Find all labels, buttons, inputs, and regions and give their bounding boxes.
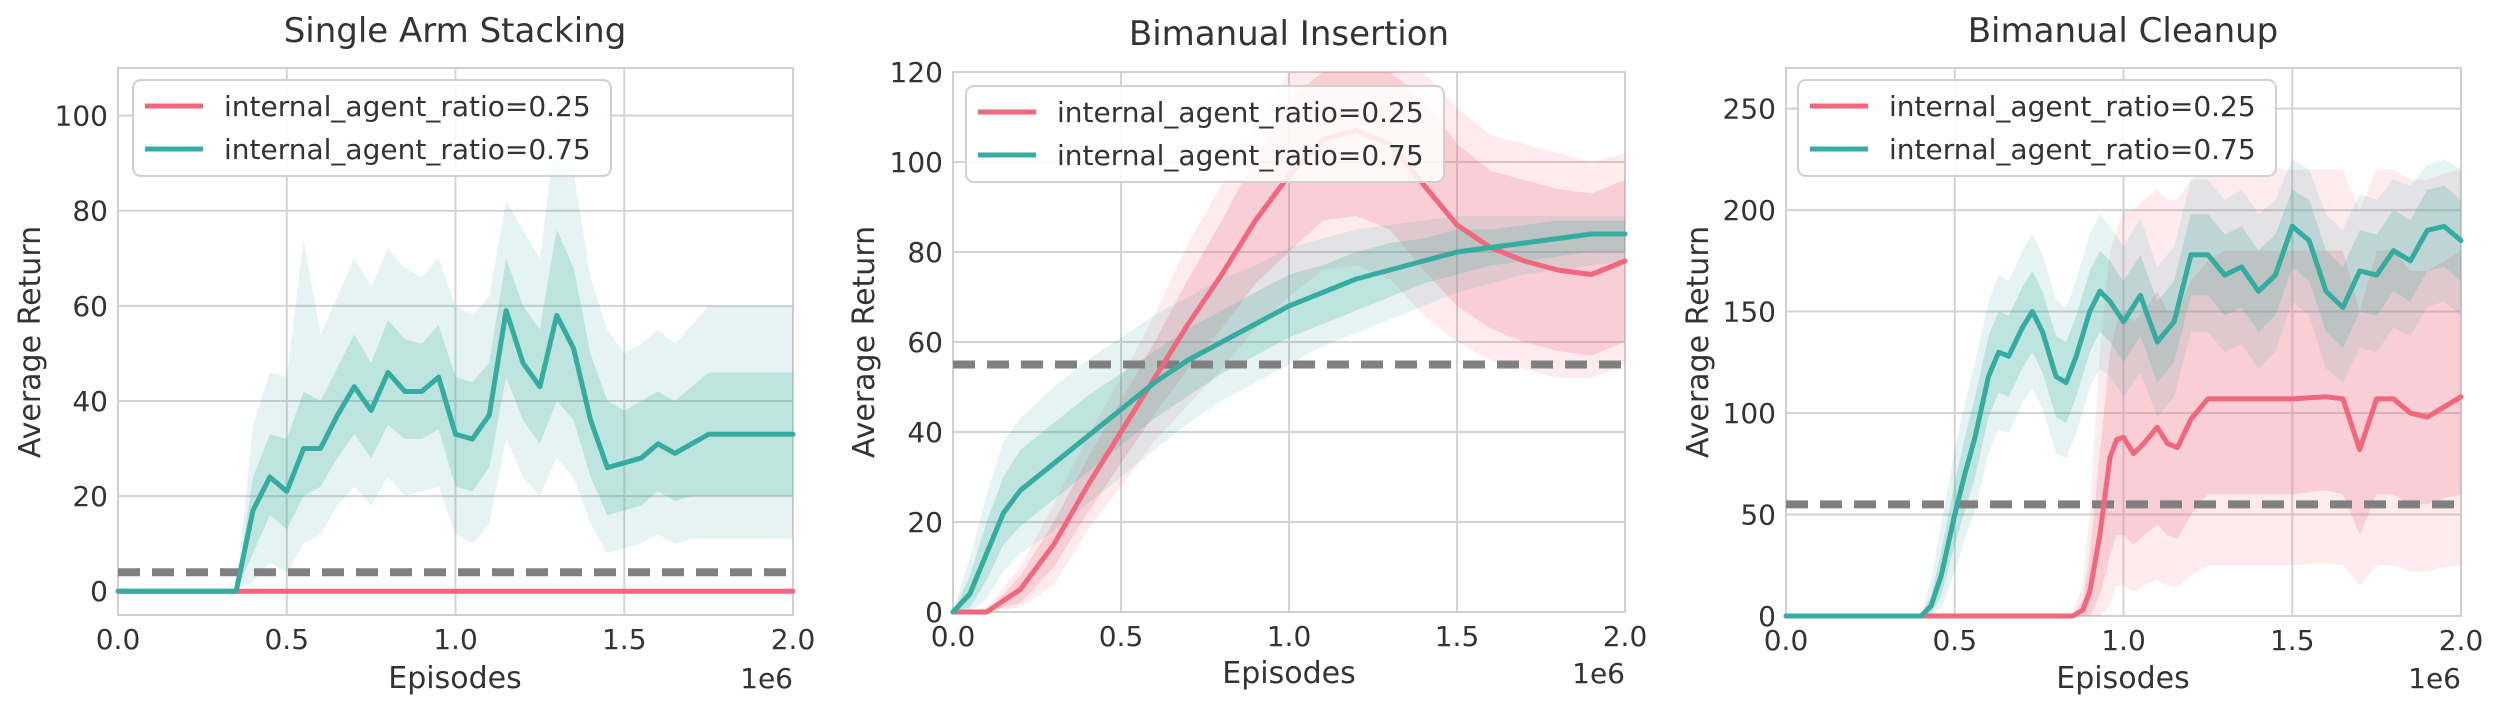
confidence-bands [953, 72, 1625, 612]
x-tick-label: 0.0 [96, 623, 141, 656]
y-tick-label: 100 [890, 146, 943, 179]
x-tick-label: 0.0 [931, 620, 976, 653]
band-outer-high [953, 216, 1625, 612]
x-tick-label: 1.0 [433, 623, 478, 656]
band-inner-high [118, 229, 793, 592]
x-tick-label: 0.5 [1932, 624, 1977, 657]
y-tick-label: 80 [907, 236, 943, 269]
legend-box [132, 79, 612, 177]
chart-panel-single-arm-stacking: 0.0 0.5 1.0 1.5 2.0 0 20 40 60 80 100 Single Arm S… [13, 11, 815, 696]
legend: internal_agent_ratio=0.25 internal_agent… [965, 85, 1445, 183]
legend: internal_agent_ratio=0.25 internal_agent… [132, 79, 612, 177]
y-tick-label: 0 [925, 596, 943, 629]
chart-title: Bimanual Insertion [1129, 14, 1449, 54]
y-axis-label: Average Return [847, 226, 882, 458]
y-axis-label: Average Return [1681, 226, 1716, 458]
y-tick-label: 20 [907, 506, 943, 539]
x-tick-label: 1.0 [1267, 620, 1312, 653]
x-axis-label: Episodes [388, 661, 521, 696]
y-tick-label: 120 [890, 56, 943, 89]
legend: internal_agent_ratio=0.25 internal_agent… [1797, 79, 2277, 177]
x-tick-label: 2.0 [771, 623, 816, 656]
y-tick-label: 150 [1723, 296, 1776, 329]
x-multiplier-label: 1e6 [2408, 662, 2461, 695]
series-lines [1783, 223, 2464, 619]
chart-panel-bimanual-cleanup: 0.0 0.5 1.0 1.5 2.0 0 50 100 150 200 250 Bimanual … [1681, 11, 2483, 696]
y-tick-label: 250 [1723, 93, 1776, 126]
x-multiplier-label: 1e6 [1572, 657, 1625, 690]
chart-panel-bimanual-insertion: 0.0 0.5 1.0 1.5 2.0 0 20 40 60 80 100 120 Bimanual … [847, 14, 1647, 691]
legend-label-high: internal_agent_ratio=0.75 [224, 133, 591, 166]
y-tick-label: 40 [72, 385, 108, 418]
x-tick-label: 0.5 [1099, 620, 1144, 653]
x-tick-label: 1.0 [2101, 624, 2146, 657]
x-axis-label: Episodes [2056, 661, 2189, 696]
band-outer-low [1786, 169, 2461, 616]
y-tick-label: 20 [72, 480, 108, 513]
legend-box [965, 85, 1445, 183]
legend-label-low: internal_agent_ratio=0.25 [1057, 96, 1424, 129]
y-tick-label: 0 [90, 575, 108, 608]
band-inner-high [953, 220, 1625, 612]
series-line-high [1783, 223, 2464, 619]
series-line-high [950, 231, 1628, 615]
legend-box [1797, 79, 2277, 177]
y-tick-label: 50 [1740, 499, 1776, 532]
confidence-bands [118, 125, 793, 592]
y-tick-label: 40 [907, 416, 943, 449]
series-line-low [1783, 394, 2464, 619]
band-outer-high [1786, 159, 2461, 617]
x-tick-label: 1.5 [602, 623, 647, 656]
legend-label-high: internal_agent_ratio=0.75 [1057, 139, 1424, 172]
y-tick-label: 60 [907, 326, 943, 359]
x-tick-label: 0.0 [1764, 624, 1809, 657]
x-axis-label: Episodes [1222, 656, 1355, 691]
chart-title: Bimanual Cleanup [1968, 11, 2279, 51]
y-tick-label: 100 [1723, 397, 1776, 430]
x-tick-label: 0.5 [264, 623, 309, 656]
legend-label-high: internal_agent_ratio=0.75 [1889, 133, 2256, 166]
x-multiplier-label: 1e6 [740, 662, 793, 695]
y-tick-label: 80 [72, 195, 108, 228]
band-outer-low [953, 72, 1625, 612]
y-tick-label: 100 [55, 100, 108, 133]
y-axis-label: Average Return [13, 226, 48, 458]
x-tick-label: 1.5 [1435, 620, 1480, 653]
tick-labels: 0.0 0.5 1.0 1.5 2.0 0 20 40 60 80 100 120 [890, 56, 1648, 653]
series-line-high [115, 308, 796, 594]
band-inner-low [953, 72, 1625, 612]
series-lines [115, 308, 796, 594]
band-outer-high [118, 125, 793, 592]
legend-label-low: internal_agent_ratio=0.25 [224, 90, 591, 123]
band-inner-low [1786, 250, 2461, 616]
y-tick-label: 0 [1758, 600, 1776, 633]
x-tick-label: 1.5 [2270, 624, 2315, 657]
chart-title: Single Arm Stacking [284, 11, 627, 51]
legend-label-low: internal_agent_ratio=0.25 [1889, 90, 2256, 123]
x-tick-label: 2.0 [2439, 624, 2484, 657]
tick-labels: 0.0 0.5 1.0 1.5 2.0 0 20 40 60 80 100 [55, 100, 816, 656]
y-tick-label: 60 [72, 290, 108, 323]
x-tick-label: 2.0 [1603, 620, 1648, 653]
tick-labels: 0.0 0.5 1.0 1.5 2.0 0 50 100 150 200 250 [1723, 93, 2484, 657]
y-tick-label: 200 [1723, 194, 1776, 227]
